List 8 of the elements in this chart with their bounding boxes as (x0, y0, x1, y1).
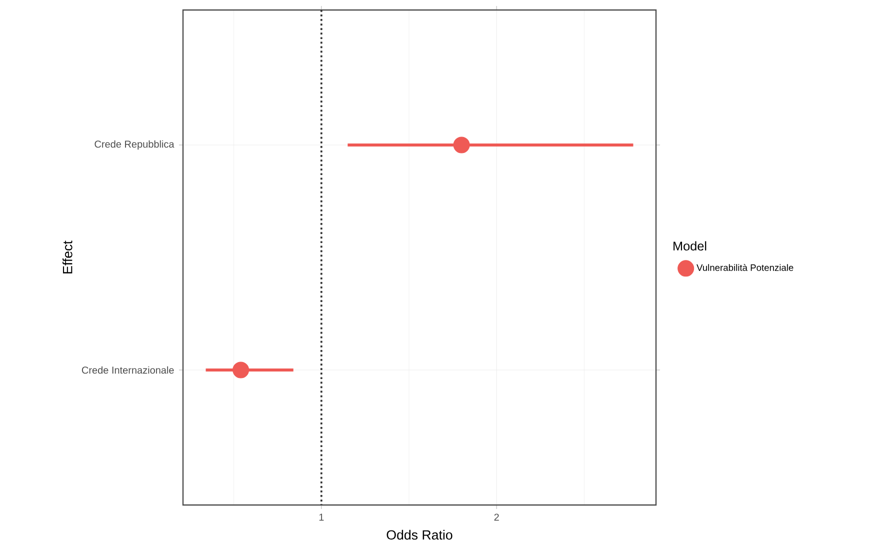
y-tick-label: Crede Repubblica (94, 140, 174, 150)
y-tick-label: Crede Internazionale (82, 366, 174, 374)
y-axis-title: Effect (62, 240, 72, 274)
x-axis-title: Odds Ratio (386, 530, 452, 540)
x-tick-label: 1 (319, 514, 324, 521)
legend-label: Vulnerabilità Potenziale (696, 264, 794, 271)
x-tick-label: 2 (494, 514, 499, 521)
legend-title: Model (674, 241, 706, 251)
